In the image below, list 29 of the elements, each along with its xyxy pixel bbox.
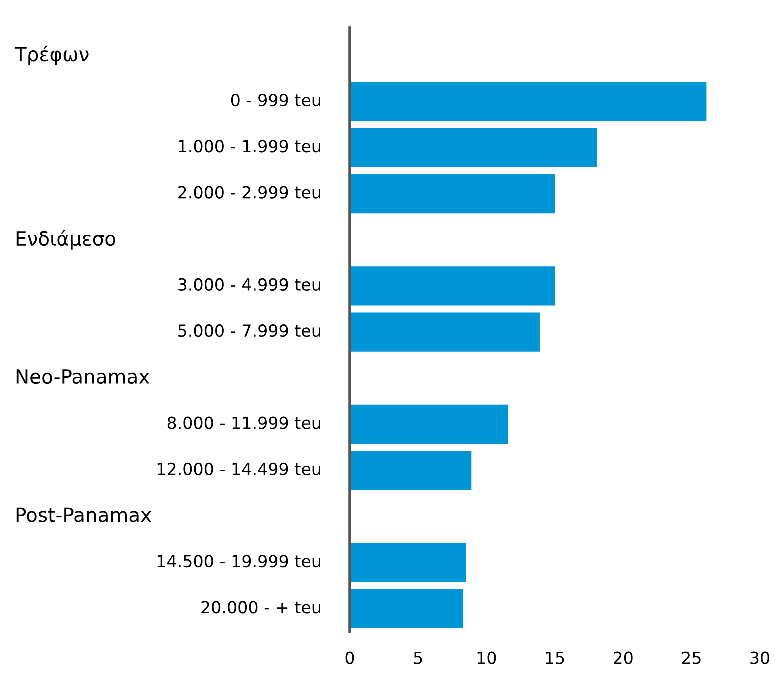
bar — [350, 128, 598, 168]
y-tick-label: 2.000 - 2.999 teu — [178, 186, 320, 199]
x-tick-label: 0 — [346, 652, 354, 664]
bar — [350, 82, 707, 122]
bar — [350, 543, 466, 582]
bar — [350, 404, 509, 444]
y-tick-label: 12.000 - 14.499 teu — [158, 462, 320, 476]
text: Post-Panamax — [16, 508, 152, 522]
y-tick-label: 14.500 - 19.999 teu — [158, 555, 320, 568]
x-tick-label: 25 — [682, 652, 701, 664]
bar — [350, 589, 464, 629]
bar — [350, 174, 555, 214]
bar — [350, 312, 540, 352]
y-tick-label: 20.000 - + teu — [202, 601, 320, 614]
text: Τρέφων — [14, 46, 89, 66]
y-tick-label: 5.000 - 7.999 teu — [178, 324, 320, 338]
y-tick-label: 1.000 - 1.999 teu — [179, 140, 320, 153]
y-tick-label: 8.000 - 11.999 teu — [168, 416, 320, 430]
text: Ενδιάμεσο — [16, 230, 116, 250]
bar — [350, 451, 472, 490]
bar — [350, 266, 555, 306]
y-tick-label: 3.000 - 4.999 teu — [178, 278, 320, 292]
x-tick-label: 5 — [414, 652, 422, 664]
text: Neo-Panamax — [16, 370, 150, 384]
x-tick-label: 20 — [614, 652, 633, 664]
x-tick-label: 30 — [750, 652, 770, 664]
x-tick-label: 10 — [478, 652, 496, 664]
y-tick-label: 0 - 999 teu — [231, 94, 320, 107]
x-tick-label: 15 — [546, 652, 564, 664]
